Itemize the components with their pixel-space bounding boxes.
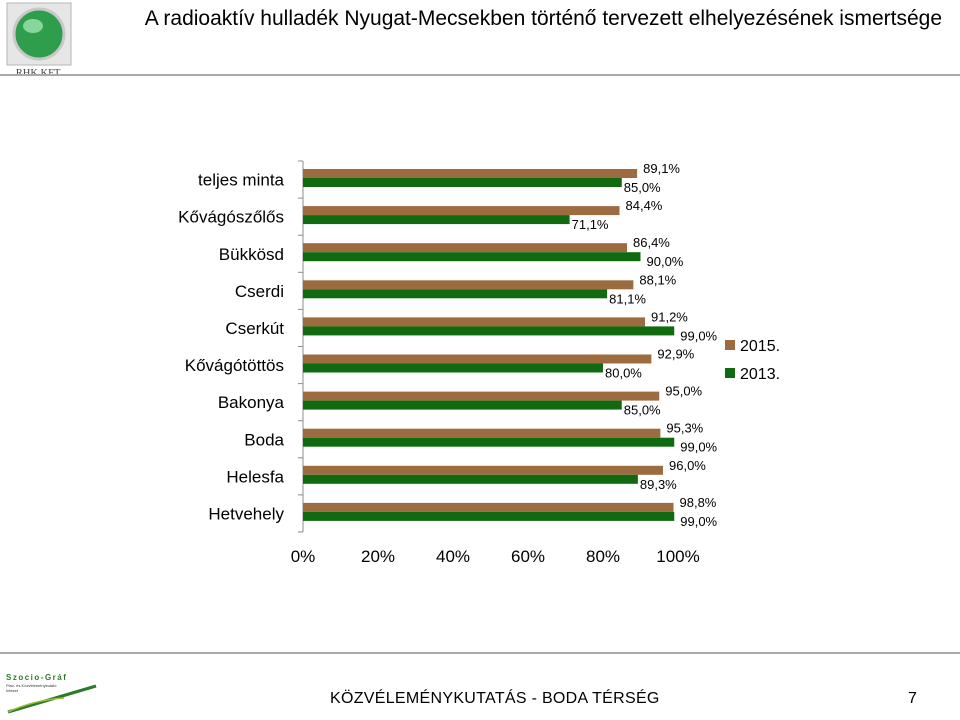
footer-text: KÖZVÉLEMÉNYKUTATÁS - BODA TÉRSÉG — [330, 690, 660, 707]
bar-2013 — [303, 326, 675, 336]
header-divider — [0, 74, 960, 76]
category-label: Kővágószőlős — [178, 208, 284, 227]
bar-2013 — [303, 178, 622, 187]
category-label: Bükkösd — [219, 245, 284, 264]
bar-2015 — [303, 169, 638, 178]
bar-2013 — [303, 400, 622, 410]
data-label: 98,8% — [680, 495, 717, 510]
svg-text:Piac- és Közvéleménykutató: Piac- és Közvéleménykutató — [6, 683, 57, 688]
data-label: 99,0% — [680, 440, 717, 455]
data-label: 81,1% — [609, 291, 646, 306]
data-label: 85,0% — [624, 403, 661, 418]
x-tick-label: 20% — [361, 547, 395, 566]
bar-2015 — [303, 428, 661, 438]
data-label: 89,3% — [640, 477, 677, 492]
data-label: 92,9% — [657, 347, 694, 362]
page-number: 7 — [908, 690, 917, 707]
data-label: 99,0% — [680, 514, 717, 529]
legend-label: 2013. — [740, 366, 780, 383]
bar-2013 — [303, 215, 570, 225]
legend-label: 2015. — [740, 338, 780, 355]
bar-2015 — [303, 354, 652, 364]
data-label: 95,3% — [666, 421, 703, 436]
x-tick-label: 60% — [511, 547, 545, 566]
data-label: 90,0% — [647, 254, 684, 269]
bar-2015 — [303, 465, 663, 475]
bar-2013 — [303, 289, 608, 299]
category-label: Boda — [244, 430, 284, 449]
svg-text:Intézet: Intézet — [6, 688, 19, 693]
bar-2015 — [303, 502, 674, 512]
category-label: Cserkút — [225, 319, 284, 338]
rhk-logo: RHK KFT. — [6, 2, 72, 78]
footer-divider — [0, 652, 960, 654]
svg-text:RHK KFT.: RHK KFT. — [16, 68, 62, 78]
page-title: A radioaktív hulladék Nyugat-Mecsekben t… — [144, 7, 942, 30]
legend-swatch-2015 — [725, 340, 735, 350]
category-label: Bakonya — [218, 393, 285, 412]
bar-2015 — [303, 243, 627, 253]
bar-2015 — [303, 206, 620, 216]
data-label: 85,0% — [624, 180, 661, 195]
x-tick-label: 0% — [291, 547, 316, 566]
bar-2013 — [303, 437, 675, 447]
bar-2013 — [303, 511, 675, 521]
data-label: 91,2% — [651, 309, 688, 324]
data-label: 96,0% — [669, 458, 706, 473]
szocio-graf-logo: Szocio-Gráf Piac- és Közvéleménykutató I… — [6, 673, 97, 714]
data-label: 89,1% — [643, 161, 680, 176]
legend-swatch-2013 — [725, 368, 735, 378]
data-label: 95,0% — [665, 384, 702, 399]
category-label: Cserdi — [235, 282, 284, 301]
data-label: 71,1% — [572, 217, 609, 232]
bar-2015 — [303, 317, 645, 327]
data-label: 86,4% — [633, 235, 670, 250]
category-label: Helesfa — [226, 467, 284, 486]
x-tick-label: 40% — [436, 547, 470, 566]
svg-text:Szocio-Gráf: Szocio-Gráf — [6, 673, 67, 682]
category-label: Kővágótöttös — [185, 356, 284, 375]
data-label: 88,1% — [639, 272, 676, 287]
bar-2013 — [303, 363, 603, 373]
category-label: Hetvehely — [208, 504, 284, 523]
bar-2013 — [303, 252, 641, 262]
bar-2013 — [303, 474, 638, 484]
bar-2015 — [303, 280, 634, 290]
category-label: teljes minta — [198, 171, 285, 190]
bar-2015 — [303, 391, 660, 401]
data-label: 80,0% — [605, 366, 642, 381]
x-tick-label: 100% — [656, 547, 699, 566]
data-label: 84,4% — [626, 198, 663, 213]
x-tick-label: 80% — [586, 547, 620, 566]
data-label: 99,0% — [680, 328, 717, 343]
